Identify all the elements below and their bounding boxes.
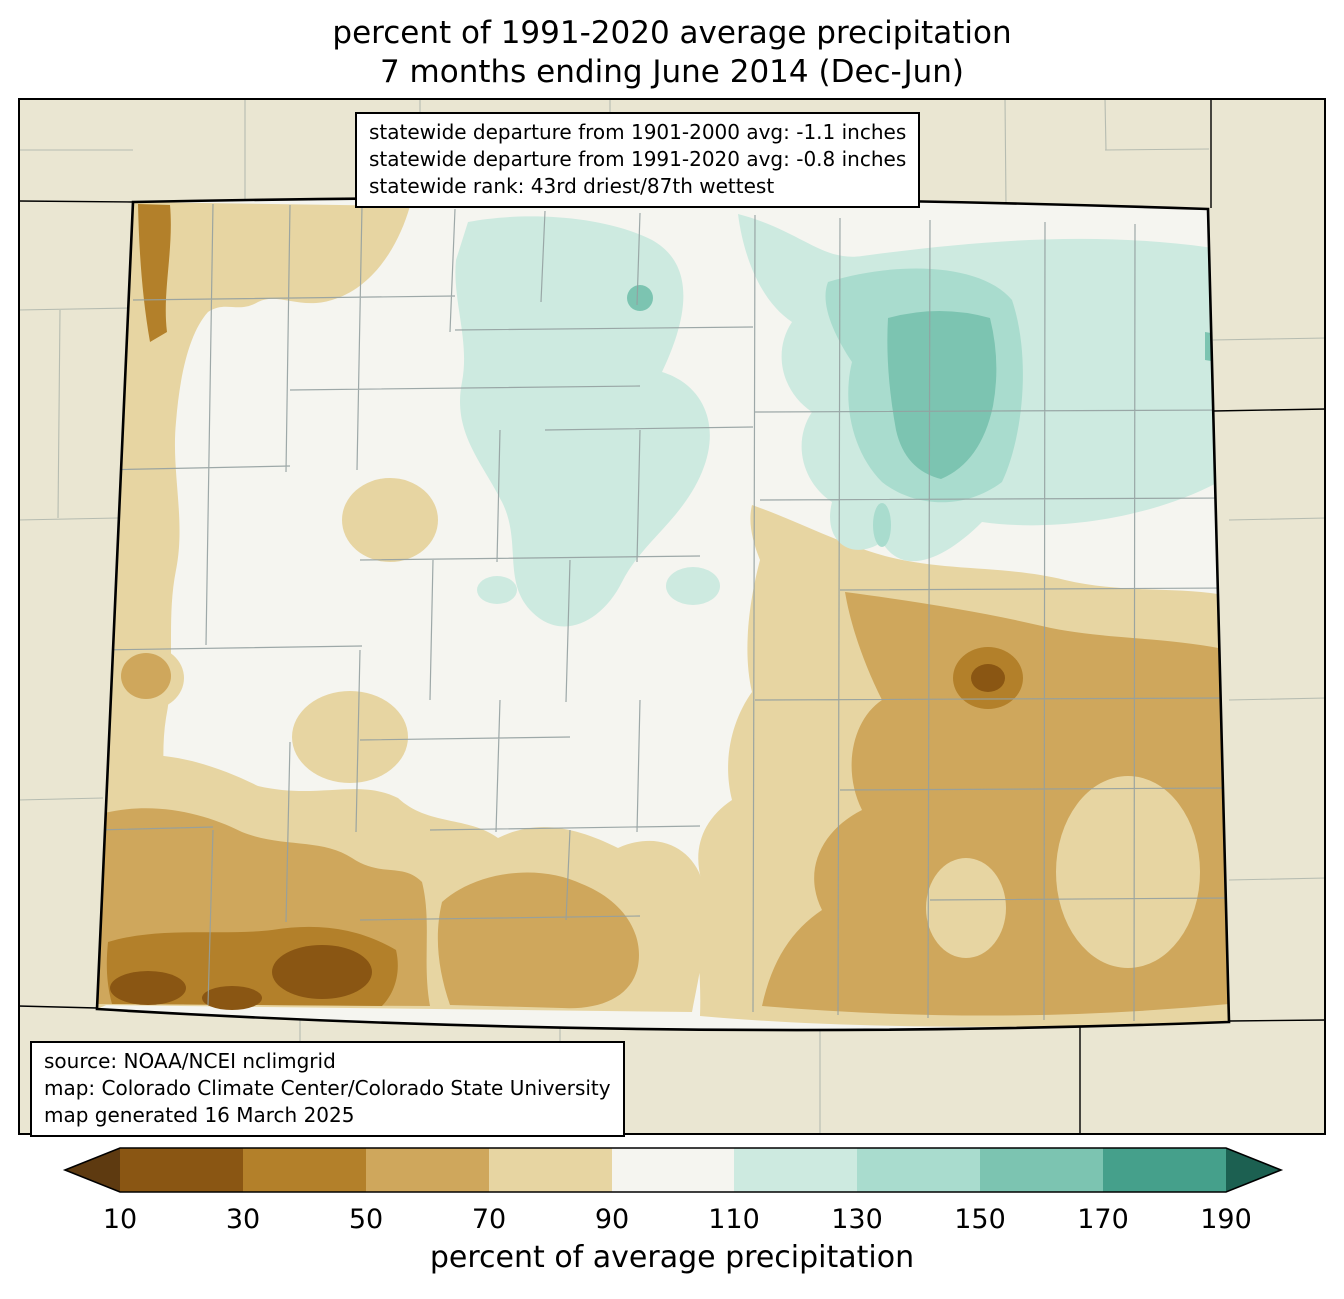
- stats-line-1: statewide departure from 1901-2000 avg: …: [369, 120, 907, 144]
- neighbor-state-borders: [18, 99, 1326, 1134]
- colorbar-segment-90-110: [612, 1148, 734, 1192]
- colorbar-segment-50-70: [366, 1148, 489, 1192]
- region-teal-stem-130-150: [873, 503, 891, 547]
- colorbar-segment-130-150: [857, 1148, 980, 1192]
- colorbar-tick-label: 170: [1077, 1204, 1129, 1235]
- colorbar-axis-label: percent of average precipitation: [429, 1240, 915, 1275]
- stats-line-3: statewide rank: 43rd driest/87th wettest: [369, 174, 775, 198]
- source-line-1: source: NOAA/NCEI nclimgrid: [44, 1049, 336, 1073]
- colorbar-tick-label: 110: [708, 1204, 760, 1235]
- stats-box: statewide departure from 1901-2000 avg: …: [355, 112, 921, 208]
- region-west-patch-70-90: [292, 691, 408, 783]
- map-frame: [18, 98, 1326, 1135]
- region-northeast-core-150-170: [887, 311, 997, 479]
- colorbar-tick-label: 130: [831, 1204, 883, 1235]
- colorbar-tick-label: 150: [954, 1204, 1006, 1235]
- colorado-precipitation-map: [18, 98, 1326, 1135]
- region-southcentral-50-70: [437, 872, 639, 1009]
- county-boundaries: [97, 203, 1229, 1022]
- contour-regions: [97, 197, 1229, 1031]
- source-line-3: map generated 16 March 2025: [44, 1103, 355, 1127]
- region-se-island-70-90: [1056, 776, 1200, 968]
- region-teal-spot1-110-130: [477, 576, 517, 604]
- colorbar-tick-label: 190: [1200, 1204, 1252, 1235]
- colorbar-segment-70-90: [489, 1148, 612, 1192]
- region-west-band-70-90: [97, 202, 410, 1009]
- colorbar-segment-110-130: [734, 1148, 857, 1192]
- colorbar-over-arrow: [1226, 1148, 1281, 1192]
- colorbar-under-arrow: [65, 1148, 120, 1192]
- region-teal-dot-150-170: [627, 285, 653, 311]
- region-teal-spot2-110-130: [666, 567, 720, 605]
- region-nw-edge-strip-30-50: [138, 204, 171, 342]
- colorbar-tick-label: 10: [103, 1204, 137, 1235]
- colorbar-segment-170-190: [1103, 1148, 1226, 1192]
- colorbar-segment-150-170: [980, 1148, 1103, 1192]
- colorbar: 10 30 50 70 90 110 130 150 170 190: [62, 1147, 1284, 1235]
- source-line-2: map: Colorado Climate Center/Colorado St…: [44, 1076, 611, 1100]
- source-box: source: NOAA/NCEI nclimgrid map: Colorad…: [30, 1041, 625, 1137]
- colorbar-tick-label: 90: [595, 1204, 629, 1235]
- colorbar-tick-label: 70: [472, 1204, 506, 1235]
- colorbar-segment-10-30: [120, 1148, 243, 1192]
- region-sw-core2-10-30: [110, 971, 186, 1005]
- colorbar-outline: [62, 1147, 1284, 1193]
- stats-line-2: statewide departure from 1991-2020 avg: …: [369, 147, 907, 171]
- region-sw-core-10-30: [272, 945, 372, 999]
- colorbar-ticks: 10 30 50 70 90 110 130 150 170 190: [103, 1204, 1252, 1235]
- colorbar-tick-label: 30: [226, 1204, 260, 1235]
- title-line-2: 7 months ending June 2014 (Dec-Jun): [379, 54, 965, 90]
- region-se-island2-70-90: [926, 858, 1006, 958]
- region-westcentral-patch-70-90: [342, 478, 438, 562]
- region-westedge-spot-50-70: [121, 653, 171, 699]
- region-northcentral-110-130: [455, 216, 710, 627]
- colorbar-segment-30-50: [243, 1148, 366, 1192]
- colorbar-tick-label: 50: [349, 1204, 383, 1235]
- region-sw-core3-10-30: [202, 986, 262, 1010]
- colorbar-segments: [62, 1147, 1284, 1193]
- title-line-1: percent of 1991-2020 average precipitati…: [332, 15, 1012, 51]
- region-east-core-10-30: [971, 664, 1005, 692]
